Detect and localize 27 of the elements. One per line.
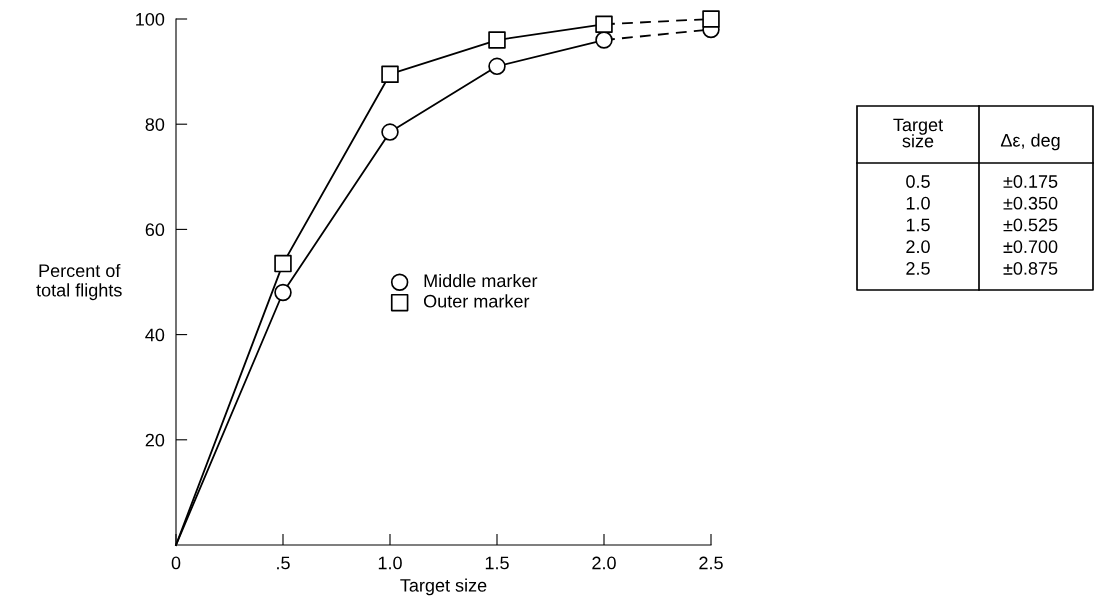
text: 1.0 bbox=[906, 196, 930, 210]
legend-label: Outer marker bbox=[423, 294, 530, 308]
text: ±0.350 bbox=[1003, 196, 1058, 210]
x-tick-label: 2.0 bbox=[592, 556, 616, 570]
legend-label: Middle marker bbox=[424, 273, 538, 288]
text: Δε, deg bbox=[1000, 133, 1060, 151]
x-tick-label: 1.0 bbox=[378, 556, 402, 570]
y-tick-label: 60 bbox=[145, 223, 165, 237]
text: Target size bbox=[893, 118, 943, 148]
y-tick-label: 100 bbox=[136, 12, 165, 26]
y-tick-label: 20 bbox=[145, 433, 165, 447]
text: ±0.525 bbox=[1003, 218, 1058, 232]
text: 2.0 bbox=[906, 240, 930, 254]
text: 0.5 bbox=[906, 175, 930, 188]
text: 2.5 bbox=[906, 262, 930, 275]
text: 1.5 bbox=[906, 218, 930, 232]
y-axis-title: Percent of total flights bbox=[36, 263, 122, 301]
x-axis-title: Target size bbox=[400, 578, 487, 596]
x-tick-label: 1.5 bbox=[485, 556, 509, 570]
text: ±0.700 bbox=[1003, 240, 1058, 254]
text: ±0.175 bbox=[1003, 175, 1058, 188]
y-tick-label: 80 bbox=[145, 118, 165, 131]
x-tick-label: 0 bbox=[171, 556, 181, 570]
x-tick-label: 2.5 bbox=[699, 556, 723, 570]
text: ±0.875 bbox=[1003, 262, 1058, 275]
y-tick-label: 40 bbox=[145, 328, 165, 342]
x-tick-label: .5 bbox=[277, 556, 290, 570]
